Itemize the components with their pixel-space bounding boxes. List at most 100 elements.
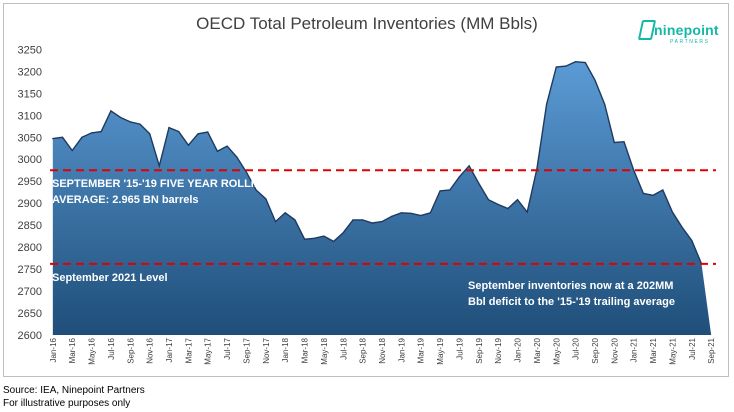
x-tick-label: May-17 — [204, 337, 213, 364]
data-point — [304, 238, 306, 240]
x-tick-label: Jan-16 — [49, 337, 58, 362]
x-tick-label: Jul-18 — [339, 337, 348, 359]
data-point — [120, 116, 122, 119]
y-tick-label: 2850 — [18, 220, 42, 232]
series-line — [52, 60, 703, 265]
data-point — [391, 215, 393, 217]
x-tick-label: Sep-16 — [126, 337, 135, 363]
data-point — [168, 127, 170, 129]
data-point — [265, 198, 267, 200]
data-point — [255, 189, 257, 191]
data-point — [216, 150, 218, 152]
data-point — [149, 133, 151, 135]
x-tick-label: Jul-16 — [107, 337, 116, 359]
y-tick-label: 3150 — [18, 88, 42, 100]
data-point — [129, 121, 131, 123]
data-point — [352, 219, 354, 221]
source-note: Source: IEA, Ninepoint Partners For illu… — [3, 384, 145, 410]
x-tick-label: Jan-21 — [630, 337, 639, 362]
annotation-label: September inventories now at a 202MM — [468, 280, 673, 292]
x-tick-label: May-18 — [320, 337, 329, 364]
data-point — [362, 219, 364, 221]
x-tick-label: Jan-19 — [397, 337, 406, 362]
data-point — [623, 141, 625, 143]
data-point — [497, 203, 499, 206]
x-tick-label: Nov-18 — [378, 337, 387, 363]
data-point — [546, 103, 548, 105]
data-point — [207, 131, 209, 133]
data-point — [71, 149, 73, 152]
x-tick-label: Jan-20 — [514, 337, 523, 362]
y-tick-label: 2950 — [18, 176, 42, 188]
x-tick-label: Mar-16 — [68, 337, 77, 363]
x-tick-label: May-21 — [668, 337, 677, 364]
data-point — [274, 221, 277, 223]
data-point — [526, 211, 528, 213]
reference-label: September 2021 Level — [52, 272, 168, 284]
x-tick-label: Jul-17 — [223, 337, 232, 359]
x-tick-label: Mar-20 — [533, 337, 542, 363]
x-tick-label: Nov-19 — [494, 337, 503, 363]
data-point — [584, 62, 586, 64]
data-point — [575, 61, 577, 63]
y-tick-label: 3000 — [18, 154, 42, 166]
data-point — [429, 212, 431, 214]
data-point — [691, 239, 693, 242]
data-point — [662, 189, 664, 191]
y-tick-label: 2900 — [18, 198, 42, 210]
x-tick-label: Mar-17 — [184, 337, 193, 363]
data-point — [81, 136, 83, 138]
x-tick-label: Nov-16 — [146, 337, 155, 363]
x-tick-label: Jan-17 — [165, 337, 174, 362]
data-point — [284, 212, 286, 214]
data-point — [536, 168, 538, 170]
chart-title: OECD Total Petroleum Inventories (MM Bbl… — [196, 14, 538, 33]
data-point — [245, 171, 248, 173]
y-tick-label: 3050 — [18, 132, 42, 144]
x-tick-label: Sep-19 — [475, 337, 484, 363]
data-point — [91, 132, 93, 134]
data-point — [555, 66, 557, 68]
data-point — [681, 226, 683, 228]
data-point — [487, 199, 490, 201]
data-point — [420, 214, 422, 217]
x-tick-label: Sep-20 — [591, 337, 600, 363]
data-point — [604, 103, 606, 105]
x-tick-label: Sep-21 — [707, 337, 716, 363]
y-tick-label: 3200 — [18, 66, 42, 78]
annotation-label: Bbl deficit to the '15-'19 trailing aver… — [468, 296, 675, 308]
data-point — [110, 110, 112, 112]
data-point — [507, 207, 509, 210]
data-point — [61, 136, 64, 138]
data-point — [100, 131, 102, 133]
x-tick-label: Jul-20 — [572, 337, 581, 359]
data-point — [313, 237, 315, 239]
x-tick-label: Nov-20 — [610, 337, 619, 363]
data-point — [187, 144, 189, 146]
annotations: September inventories now at a 202MM Bbl … — [468, 280, 675, 308]
x-tick-label: Jul-21 — [688, 337, 697, 359]
series-area — [52, 61, 712, 335]
data-point — [400, 212, 402, 214]
data-point — [410, 212, 412, 214]
data-point — [439, 190, 441, 192]
source-line-2: For illustrative purposes only — [3, 398, 131, 409]
ninepoint-logo: ninepoint PARTNERS — [637, 20, 720, 50]
data-point — [594, 79, 596, 81]
x-axis: Jan-16 Mar-16 May-16 Jul-16 Sep-16 Nov-16 Jan-… — [49, 337, 716, 364]
data-point — [478, 182, 480, 184]
y-tick-label: 2750 — [18, 264, 42, 276]
data-point — [468, 165, 470, 167]
area-chart: 2600 2650 2700 2750 2800 2850 2900 2950 3000 3050… — [18, 44, 717, 364]
x-tick-label: Sep-18 — [359, 337, 368, 363]
data-point — [139, 123, 141, 125]
x-tick-label: Nov-17 — [262, 337, 271, 363]
data-point — [342, 232, 344, 234]
x-tick-label: May-19 — [436, 337, 445, 364]
x-tick-label: Mar-21 — [649, 337, 658, 363]
data-point — [158, 165, 160, 167]
data-point — [642, 192, 645, 195]
x-tick-label: Sep-17 — [242, 337, 251, 363]
data-point — [633, 169, 635, 171]
y-tick-label: 3250 — [18, 44, 42, 56]
